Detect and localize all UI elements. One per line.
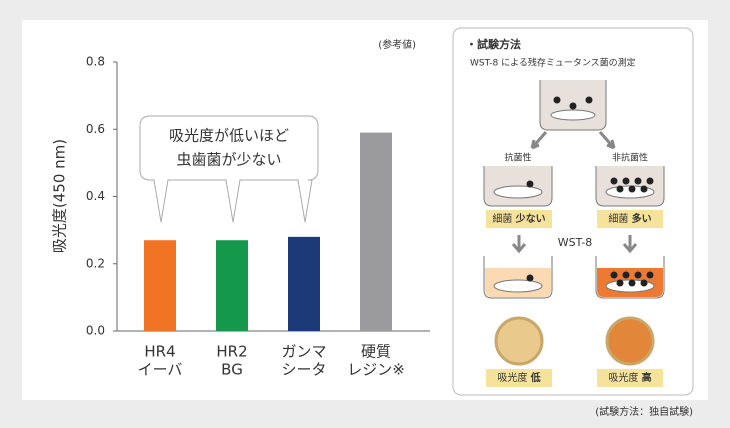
right-label: 非抗菌性 [612,152,648,164]
x-tick-label: HR4 [144,343,175,361]
x-tick-label: イーバ [138,361,183,379]
result-text: 細菌 [608,212,628,225]
absorbance-emphasis: 高 [642,371,652,384]
y-tick-label: 0.0 [86,324,105,338]
x-tick-label: レジン※ [347,361,405,379]
y-axis-label: 吸光度(450 nm) [51,139,69,253]
bar [216,240,248,331]
x-tick-label: ガンマ [281,343,326,361]
y-tick-label: 0.6 [86,122,105,136]
reagent: WST-8 [558,236,593,249]
page: (参考値) 吸光度(450 nm) 0.0 0.2 0.4 0.6 0.8 HR4イーバ H… [0,0,730,428]
dish [494,280,542,292]
footer: (試験方法：独自試験) [595,405,693,418]
dish [551,110,595,120]
result-emphasis: 少ない [515,212,546,225]
x-tick-label: BG [221,361,243,379]
bacterium [586,97,593,104]
left-label: 抗菌性 [504,152,531,164]
well [496,318,542,364]
dish [494,186,542,198]
absorbance-text: 吸光度 [608,371,638,384]
absorbance-emphasis: 低 [530,371,541,384]
method-title: ・試験方法 [466,37,521,51]
absorbance-text: 吸光度 [497,371,527,384]
well [607,318,653,364]
method-panel: ・試験方法 WST-8 による残存ミュータンス菌の測定 抗菌性 非抗菌性 細菌 … [453,28,693,395]
y-tick-label: 0.8 [86,55,105,69]
x-tick-label: HR2 [216,343,247,361]
result-text: 細菌 [492,212,512,225]
x-tick-label: 硬質 [361,343,391,361]
bacterium [527,275,534,282]
callout-text: 虫歯菌が少ない [176,151,281,169]
bacterium [527,181,534,188]
bar [288,237,320,331]
bar [360,133,392,331]
left-result: 細菌 少ない [492,212,545,225]
method-subtitle: WST-8 による残存ミュータンス菌の測定 [470,57,636,69]
left-absorbance: 吸光度 低 [497,371,540,384]
result-emphasis: 多い [632,212,652,225]
bacterium [554,97,561,104]
y-tick-label: 0.4 [86,189,105,203]
right-result: 細菌 多い [608,212,651,225]
bacterium [570,103,577,110]
x-tick-label: シータ [281,361,326,379]
bar [144,240,176,331]
y-tick-label: 0.2 [86,256,105,270]
note: (参考値) [378,38,416,51]
callout-text: 吸光度が低いほど [169,127,289,145]
right-absorbance: 吸光度 高 [608,371,651,384]
